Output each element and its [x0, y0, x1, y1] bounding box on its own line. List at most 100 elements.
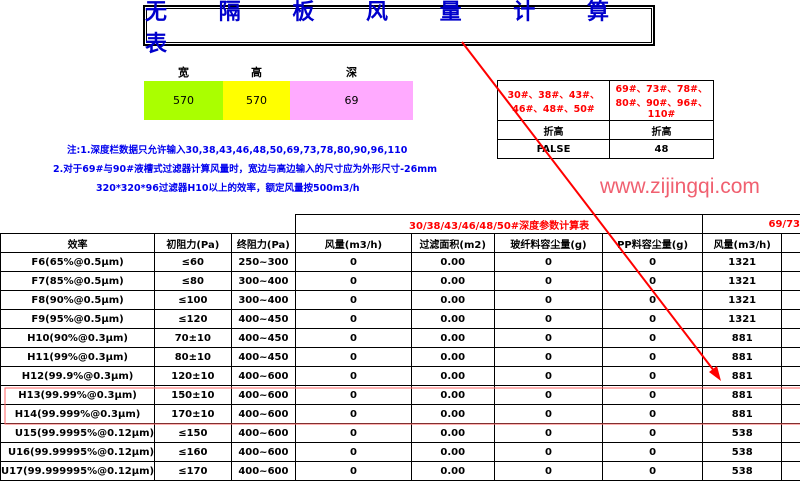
table-cell-overflow: [781, 309, 800, 329]
table-cell: 0: [602, 252, 703, 272]
group-header-2: 69/73: [701, 214, 800, 234]
table-cell: 881: [701, 385, 783, 405]
table-cell: ≤120: [154, 309, 232, 329]
table-cell: U16(99.99995%@0.12μm): [0, 442, 156, 462]
table-cell: 400~600: [230, 385, 297, 405]
table-row: H13(99.99%@0.3μm) 150±10 400~600 0 0.00 0 0 881: [0, 385, 800, 405]
table-cell: 881: [701, 347, 783, 367]
table-cell-overflow: [781, 290, 800, 310]
table-cell: 0: [295, 423, 412, 443]
table-cell: 400~450: [230, 328, 297, 348]
table-row: U17(99.999995%@0.12μm) ≤170 400~600 0 0.00 0 0…: [0, 461, 800, 481]
table-cell: 0.00: [410, 461, 495, 481]
table-cell: 400~450: [230, 309, 297, 329]
depth-group-1-header: 30#、38#、43#、46#、48#、50#: [497, 80, 610, 121]
table-cell-overflow: [781, 347, 800, 367]
table-row: F8(90%@0.5μm) ≤100 300~400 0 0.00 0 0 1321: [0, 290, 800, 310]
table-cell: 0.00: [410, 404, 495, 424]
depth-input[interactable]: 69: [290, 81, 413, 120]
table-cell: 0.00: [410, 385, 495, 405]
table-cell: 0: [602, 290, 703, 310]
table-cell: 120±10: [154, 366, 232, 386]
table-cell: 0: [295, 385, 412, 405]
table-cell: 0.00: [410, 252, 495, 272]
table-cell: 0: [493, 347, 604, 367]
table-cell: 0: [493, 461, 604, 481]
table-cell: 80±10: [154, 347, 232, 367]
table-row: H11(99%@0.3μm) 80±10 400~450 0 0.00 0 0 881: [0, 347, 800, 367]
table-cell: 0: [295, 271, 412, 291]
table-cell: F6(65%@0.5μm): [0, 252, 156, 272]
column-header: 终阻力(Pa): [230, 233, 297, 253]
table-cell: 538: [701, 442, 783, 462]
table-cell: 0: [493, 328, 604, 348]
table-cell: 0: [295, 328, 412, 348]
column-header: PP料容尘量(g): [602, 233, 703, 253]
table-row: U16(99.99995%@0.12μm) ≤160 400~600 0 0.00 0 0 5…: [0, 442, 800, 462]
table-cell-overflow: [781, 461, 800, 481]
width-input[interactable]: 570: [144, 81, 223, 120]
table-cell: H14(99.999%@0.3μm): [0, 404, 156, 424]
table-row: H10(90%@0.3μm) 70±10 400~450 0 0.00 0 0 881: [0, 328, 800, 348]
table-cell: 0: [493, 404, 604, 424]
table-cell: U17(99.999995%@0.12μm): [0, 461, 156, 481]
table-cell: 0.00: [410, 347, 495, 367]
table-cell: ≤160: [154, 442, 232, 462]
table-cell: F8(90%@0.5μm): [0, 290, 156, 310]
table-cell-overflow: [781, 423, 800, 443]
table-row: U15(99.9995%@0.12μm) ≤150 400~600 0 0.00 0 0 53…: [0, 423, 800, 443]
table-cell: F7(85%@0.5μm): [0, 271, 156, 291]
table-cell: 0.00: [410, 309, 495, 329]
table-cell: 300~400: [230, 290, 297, 310]
table-cell: 0: [493, 290, 604, 310]
column-header: 过滤面积(m2): [410, 233, 495, 253]
table-cell: 400~450: [230, 347, 297, 367]
table-cell: 0: [602, 366, 703, 386]
table-cell: 0: [295, 404, 412, 424]
column-header-overflow: [781, 233, 800, 253]
fold-height-label: 折高: [497, 120, 610, 140]
airflow-table: 30/38/43/46/48/50#深度参数计算表 69/73 效率 初阻力(Pa)…: [0, 214, 800, 481]
table-cell: 0: [493, 271, 604, 291]
table-cell: 881: [701, 404, 783, 424]
table-cell: 400~600: [230, 366, 297, 386]
table-cell: 538: [701, 461, 783, 481]
note-2: 2.对于69#与90#液槽式过滤器计算风量时，宽边与高边输入的尺寸应为外形尺寸-…: [53, 164, 438, 175]
column-header: 效率: [0, 233, 156, 253]
table-cell: 0: [493, 442, 604, 462]
depth-group-2-header: 69#、73#、78#、80#、90#、96#、110#: [609, 80, 714, 121]
table-cell-overflow: [781, 252, 800, 272]
table-cell-overflow: [781, 404, 800, 424]
table-cell: 0: [295, 309, 412, 329]
note-1: 注:1.深度栏数据只允许输入30,38,43,46,48,50,69,73,78…: [67, 145, 408, 156]
table-cell: 0.00: [410, 290, 495, 310]
fold-height-value-1: FALSE: [497, 139, 610, 159]
table-cell: 0: [493, 385, 604, 405]
table-cell: H13(99.99%@0.3μm): [0, 385, 156, 405]
table-row: F7(85%@0.5μm) ≤80 300~400 0 0.00 0 0 1321: [0, 271, 800, 291]
table-cell: 0: [493, 423, 604, 443]
table-row: H14(99.999%@0.3μm) 170±10 400~600 0 0.00 0 0 88…: [0, 404, 800, 424]
column-header: 风量(m3/h): [295, 233, 412, 253]
table-cell: 1321: [701, 309, 783, 329]
table-cell: 1321: [701, 271, 783, 291]
table-cell-overflow: [781, 366, 800, 386]
table-cell: 0: [295, 290, 412, 310]
table-cell: 0: [602, 404, 703, 424]
table-cell: 0: [493, 366, 604, 386]
table-cell: ≤80: [154, 271, 232, 291]
table-cell: 0: [295, 252, 412, 272]
table-cell: ≤150: [154, 423, 232, 443]
table-cell: 400~600: [230, 461, 297, 481]
height-input[interactable]: 570: [223, 81, 290, 120]
table-row: H12(99.9%@0.3μm) 120±10 400~600 0 0.00 0 0 881: [0, 366, 800, 386]
column-header: 风量(m3/h): [701, 233, 783, 253]
table-cell: 400~600: [230, 423, 297, 443]
table-cell-overflow: [781, 385, 800, 405]
table-cell: 0: [602, 328, 703, 348]
table-cell: 881: [701, 366, 783, 386]
table-cell: H10(90%@0.3μm): [0, 328, 156, 348]
depth-label: 深: [346, 66, 357, 79]
table-cell: H11(99%@0.3μm): [0, 347, 156, 367]
table-cell: 300~400: [230, 271, 297, 291]
